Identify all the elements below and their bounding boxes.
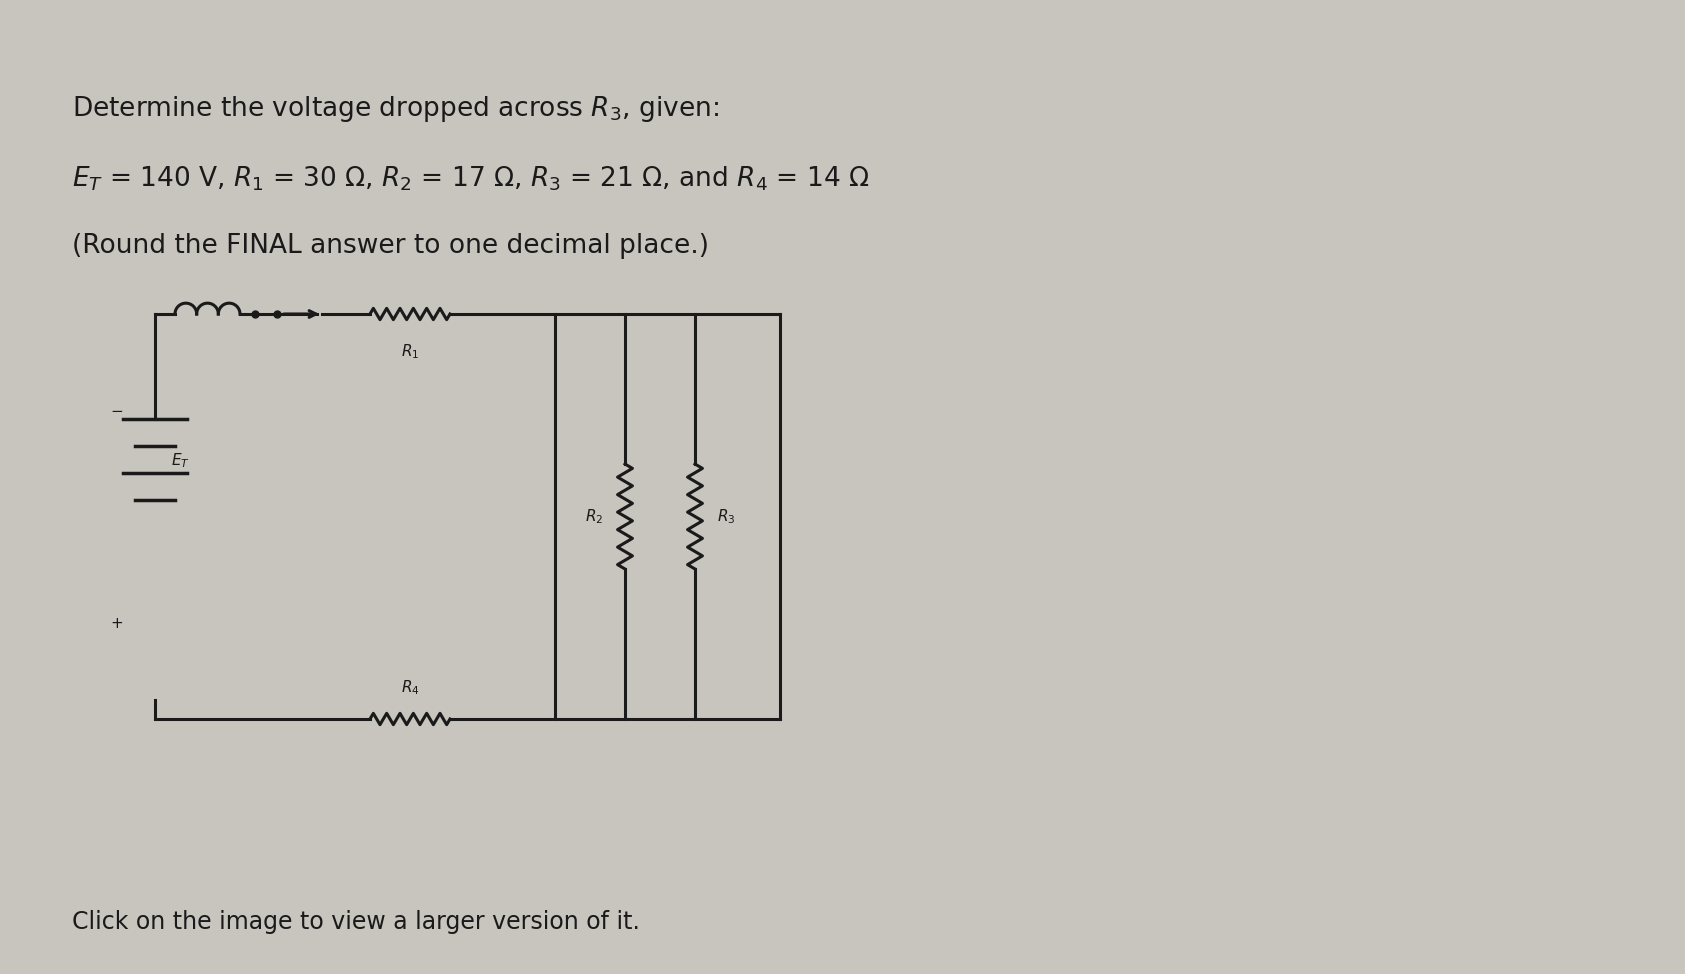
Text: Click on the image to view a larger version of it.: Click on the image to view a larger vers… (72, 910, 640, 934)
Text: (Round the FINAL answer to one decimal place.): (Round the FINAL answer to one decimal p… (72, 233, 709, 259)
Text: $\mathit{E_T}$ = 140 V, $\mathit{R_1}$ = 30 $\Omega$, $\mathit{R_2}$ = 17 $\Omeg: $\mathit{E_T}$ = 140 V, $\mathit{R_1}$ =… (72, 165, 869, 193)
Text: Determine the voltage dropped across $\mathit{R_3}$, given:: Determine the voltage dropped across $\m… (72, 94, 719, 124)
Text: $\mathit{E_T}$: $\mathit{E_T}$ (170, 452, 190, 470)
Text: $\mathit{R_1}$: $\mathit{R_1}$ (401, 342, 420, 360)
Text: $\mathit{R_2}$: $\mathit{R_2}$ (585, 507, 603, 526)
Text: −: − (111, 404, 123, 420)
Text: +: + (111, 617, 123, 631)
Text: $\mathit{R_4}$: $\mathit{R_4}$ (401, 678, 420, 697)
Text: $\mathit{R_3}$: $\mathit{R_3}$ (718, 507, 735, 526)
